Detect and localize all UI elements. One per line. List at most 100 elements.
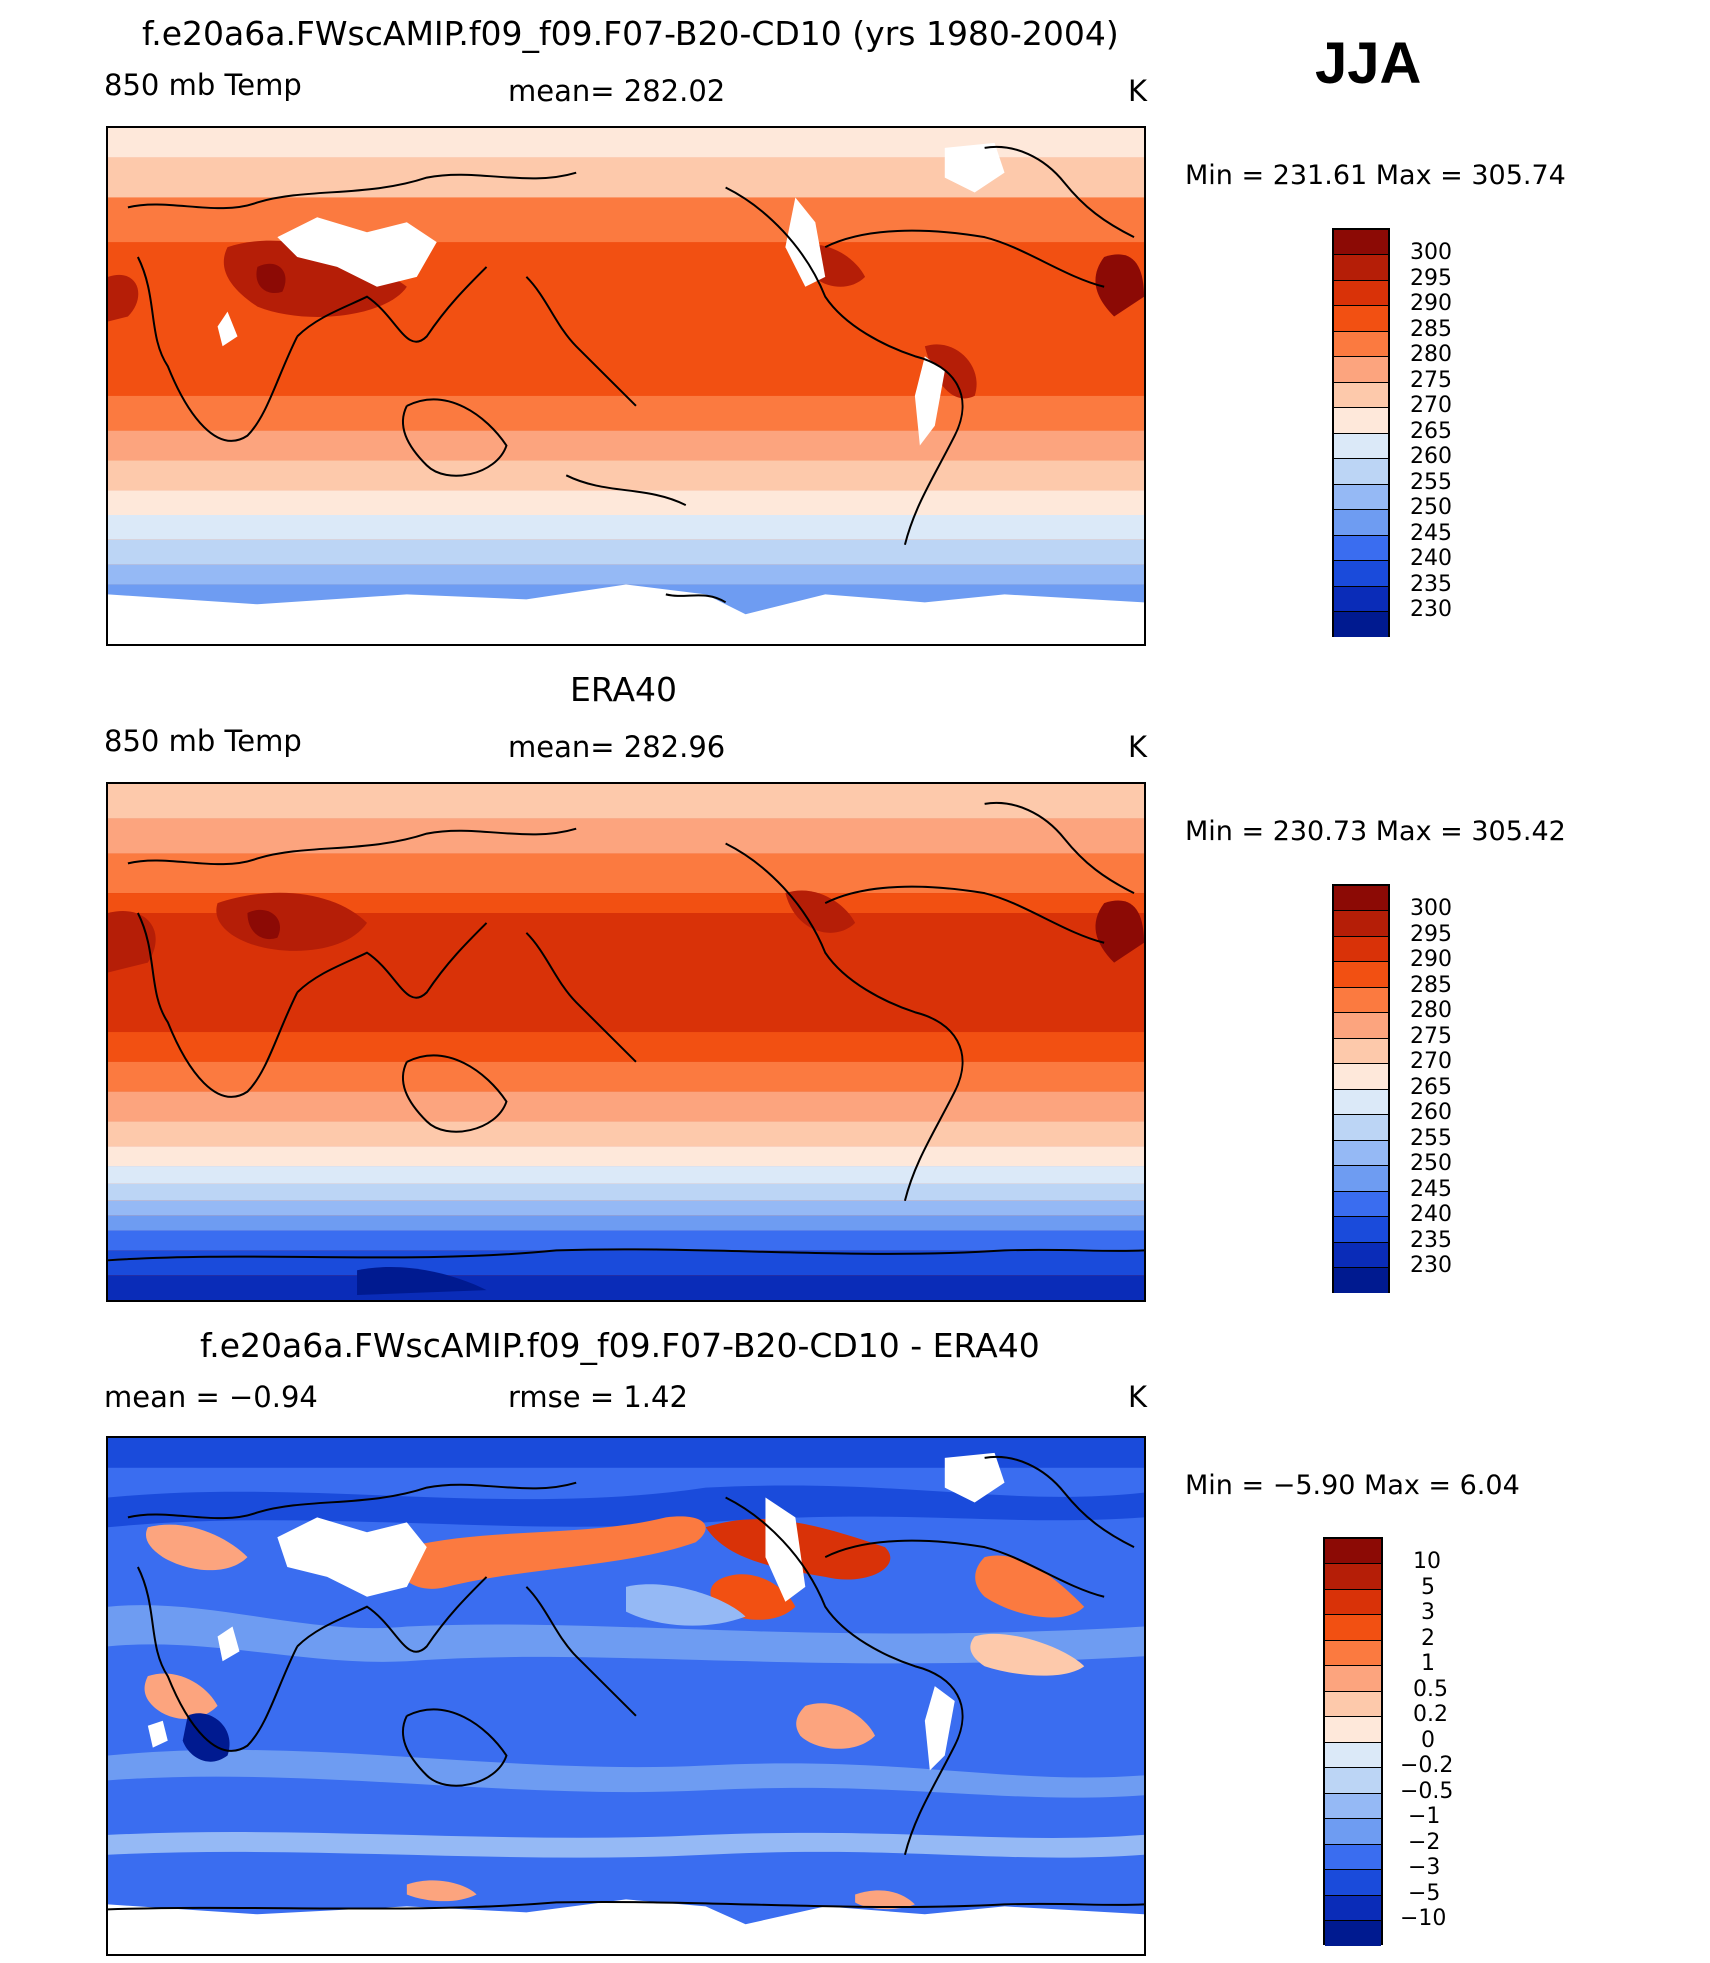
panel3-tick: −1 [1408, 1804, 1441, 1829]
panel1-colorbar-band [1334, 408, 1388, 434]
panel2-tick: 255 [1410, 1126, 1452, 1151]
panel1-colorbar-band [1334, 382, 1388, 408]
panel3-tick: 5 [1421, 1575, 1435, 1600]
panel3-colorbar-band [1325, 1895, 1381, 1921]
panel2-tick: 295 [1410, 922, 1452, 947]
panel3-minmax-label: Min = −5.90 Max = 6.04 [1185, 1470, 1520, 1501]
panel1-tick: 300 [1410, 240, 1452, 265]
panel3-field [108, 1438, 1144, 1954]
panel1-colorbar-band [1334, 510, 1388, 536]
panel1-tick: 240 [1410, 546, 1452, 571]
panel1-colorbar-band [1334, 484, 1388, 510]
panel2-tick: 245 [1410, 1177, 1452, 1202]
panel1-tick: 280 [1410, 342, 1452, 367]
panel3-tick: −3 [1408, 1855, 1441, 1880]
panel2-title: ERA40 [570, 670, 678, 709]
panel1-colorbar-band [1334, 331, 1388, 357]
panel1-tick: 275 [1410, 368, 1452, 393]
panel2-tick: 285 [1410, 973, 1452, 998]
panel3-units-label: K [1128, 1380, 1148, 1414]
panel2-tick: 275 [1410, 1024, 1452, 1049]
panel2-colorbar [1332, 884, 1390, 1293]
panel3-colorbar-band [1325, 1742, 1381, 1768]
panel3-mean-label: mean = −0.94 [104, 1380, 318, 1414]
panel3-colorbar [1323, 1537, 1383, 1946]
panel1-colorbar-band [1334, 612, 1388, 637]
panel3-title: f.e20a6a.FWscAMIP.f09_f09.F07-B20-CD10 -… [200, 1326, 1040, 1365]
panel2-tick: 260 [1410, 1100, 1452, 1125]
panel1-left-label: 850 mb Temp [104, 68, 302, 102]
panel2-minmax-label: Min = 230.73 Max = 305.42 [1185, 816, 1566, 847]
panel1-tick: 255 [1410, 470, 1452, 495]
panel2-colorbar-band [1334, 1064, 1388, 1090]
panel3-colorbar-band [1325, 1640, 1381, 1666]
panel3-colorbar-band [1325, 1666, 1381, 1692]
panel3-tick: 1 [1421, 1651, 1435, 1676]
panel2-tick: 290 [1410, 947, 1452, 972]
panel2-colorbar-band [1334, 1038, 1388, 1064]
panel3-tick: −5 [1408, 1881, 1441, 1906]
panel1-units-label: K [1128, 74, 1148, 108]
panel1-colorbar-band [1334, 535, 1388, 561]
panel2-tick: 265 [1410, 1075, 1452, 1100]
panel3-colorbar-band [1325, 1615, 1381, 1641]
panel2-tick: 230 [1410, 1253, 1452, 1278]
panel2-mean-label: mean= 282.96 [508, 730, 726, 764]
panel2-colorbar-band [1334, 1166, 1388, 1192]
panel1-colorbar-band [1334, 459, 1388, 485]
panel3-colorbar-band [1325, 1921, 1381, 1946]
season-label: JJA [1315, 31, 1422, 96]
panel3-tick: 2 [1421, 1626, 1435, 1651]
panel1-tick: 285 [1410, 317, 1452, 342]
panel1-tick: 245 [1410, 521, 1452, 546]
panel1-map [106, 126, 1146, 646]
panel1-colorbar-band [1334, 357, 1388, 383]
panel1-colorbar-band [1334, 230, 1388, 255]
panel2-colorbar-band [1334, 1013, 1388, 1039]
panel3-colorbar-band [1325, 1793, 1381, 1819]
panel3-colorbar-band [1325, 1589, 1381, 1615]
panel1-colorbar-band [1334, 255, 1388, 281]
panel1-tick: 260 [1410, 444, 1452, 469]
panel3-tick: −10 [1400, 1906, 1447, 1931]
panel2-colorbar-band [1334, 962, 1388, 988]
panel2-colorbar-band [1334, 1115, 1388, 1141]
panel1-field [108, 128, 1144, 644]
panel1-colorbar [1332, 228, 1390, 637]
panel2-colorbar-band [1334, 936, 1388, 962]
panel3-map [106, 1436, 1146, 1956]
panel1-tick: 270 [1410, 393, 1452, 418]
panel1-mean-label: mean= 282.02 [508, 74, 726, 108]
panel1-tick: 235 [1410, 572, 1452, 597]
panel3-colorbar-band [1325, 1819, 1381, 1845]
panel3-tick: 3 [1421, 1600, 1435, 1625]
panel1-tick: 230 [1410, 597, 1452, 622]
panel2-colorbar-band [1334, 1217, 1388, 1243]
panel3-colorbar-band [1325, 1717, 1381, 1743]
panel3-colorbar-band [1325, 1870, 1381, 1896]
panel3-rmse-label: rmse = 1.42 [508, 1380, 688, 1414]
panel2-colorbar-band [1334, 1089, 1388, 1115]
panel2-left-label: 850 mb Temp [104, 724, 302, 758]
panel1-colorbar-band [1334, 306, 1388, 332]
panel1-colorbar-band [1334, 586, 1388, 612]
panel2-tick: 270 [1410, 1049, 1452, 1074]
panel2-tick: 235 [1410, 1228, 1452, 1253]
panel1-tick: 295 [1410, 266, 1452, 291]
panel2-tick: 280 [1410, 998, 1452, 1023]
panel1-colorbar-band [1334, 433, 1388, 459]
panel3-colorbar-band [1325, 1691, 1381, 1717]
panel1-colorbar-band [1334, 561, 1388, 587]
panel3-colorbar-band [1325, 1844, 1381, 1870]
panel3-tick: −0.5 [1400, 1779, 1454, 1804]
panel3-tick: −0.2 [1400, 1753, 1454, 1778]
panel2-colorbar-band [1334, 911, 1388, 937]
panel2-colorbar-band [1334, 1191, 1388, 1217]
panel1-tick: 265 [1410, 419, 1452, 444]
panel2-tick: 240 [1410, 1202, 1452, 1227]
panel2-colorbar-band [1334, 1242, 1388, 1268]
panel2-tick: 250 [1410, 1151, 1452, 1176]
panel2-tick: 300 [1410, 896, 1452, 921]
panel3-colorbar-band [1325, 1564, 1381, 1590]
panel3-tick: 0.5 [1413, 1677, 1448, 1702]
